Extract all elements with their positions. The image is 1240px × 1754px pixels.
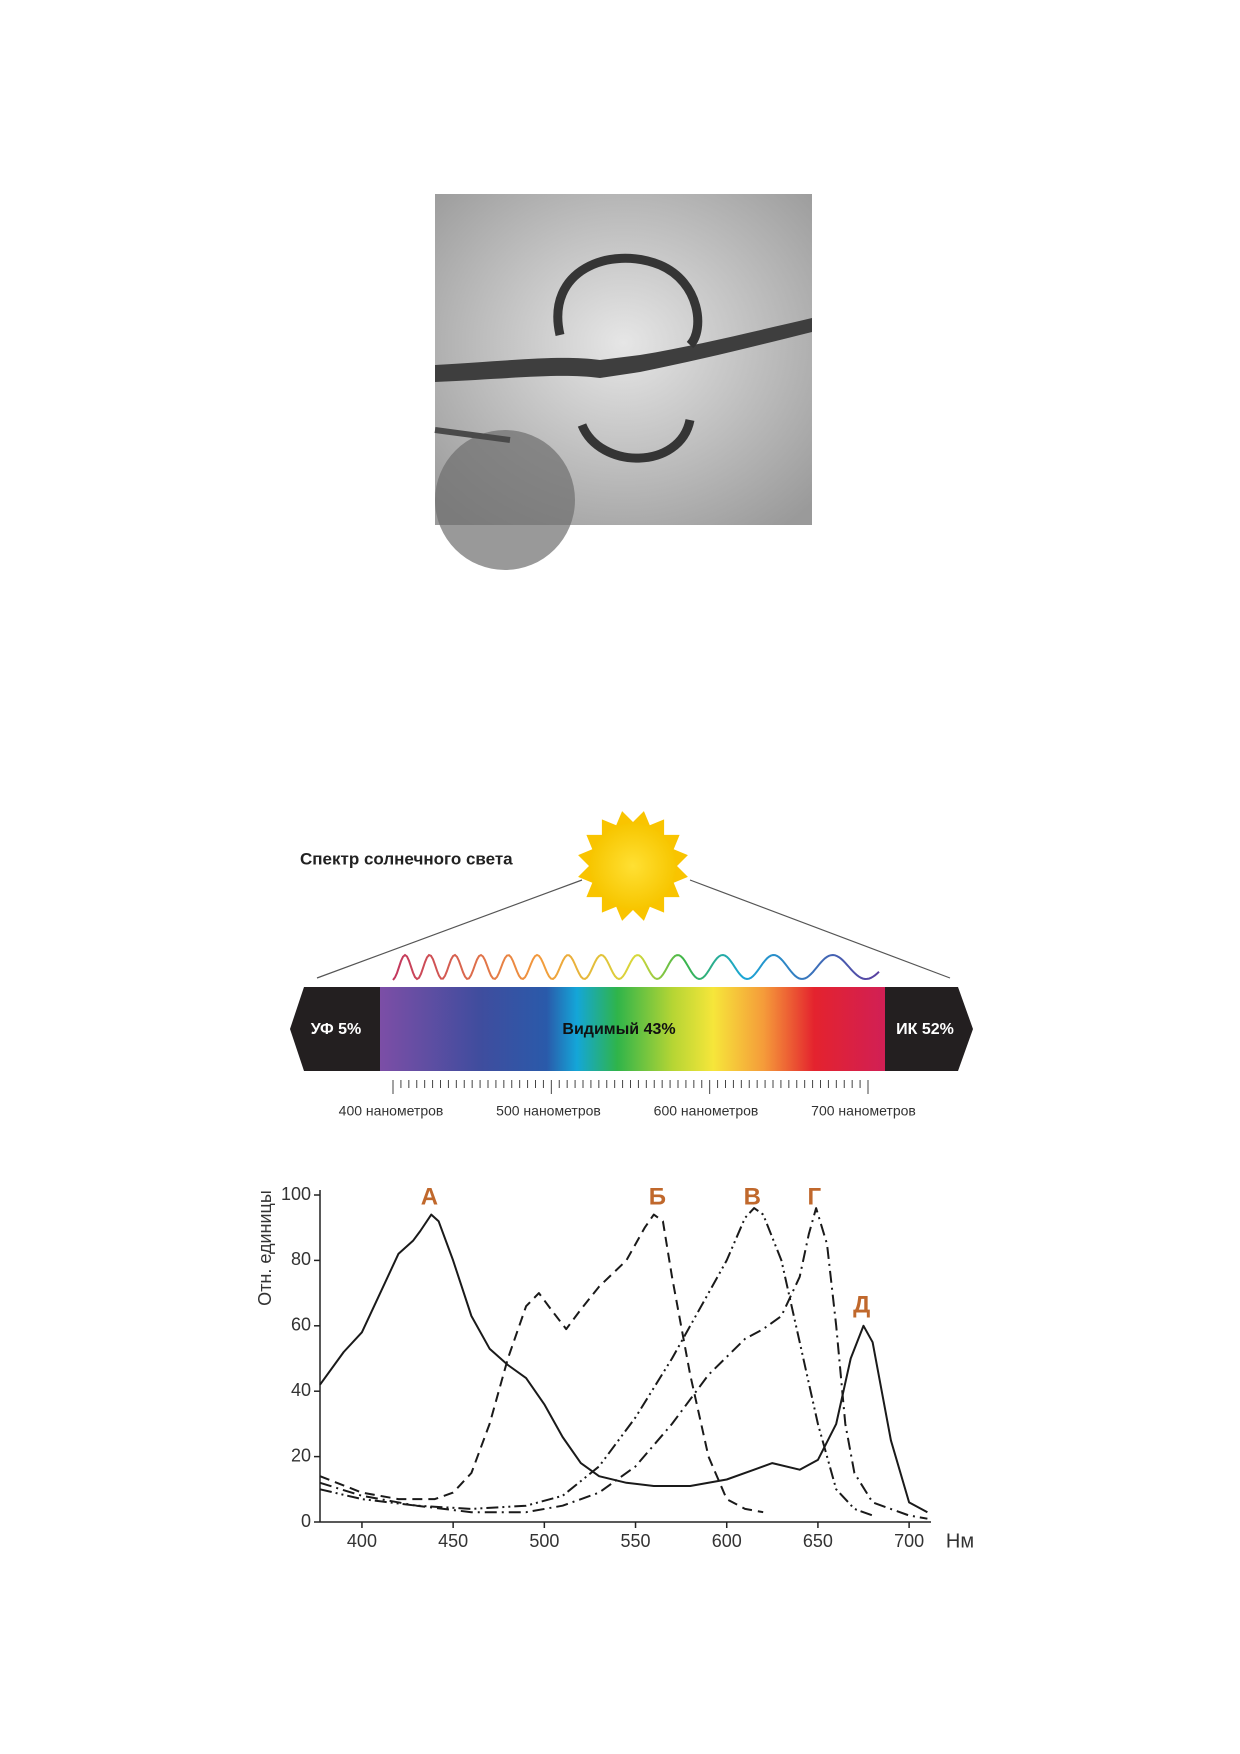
uv-label: УФ 5% bbox=[311, 1021, 362, 1038]
chart: Отн. единицы Нм 0 20 40 60 80 100 400 450 500 550… bbox=[255, 1184, 974, 1553]
series-line bbox=[319, 1207, 873, 1517]
peak-label: Г bbox=[807, 1184, 821, 1211]
x-tick-label: 500 bbox=[529, 1531, 559, 1551]
x-tick-label: 400 bbox=[347, 1531, 377, 1551]
x-tick-label: 600 bbox=[712, 1531, 742, 1551]
series-line bbox=[319, 1213, 928, 1514]
visible-label: Видимый 43% bbox=[562, 1021, 675, 1038]
scale-label: 700 нанометров bbox=[811, 1103, 916, 1119]
x-tick-label: 550 bbox=[621, 1531, 651, 1551]
x-tick-label: 450 bbox=[438, 1531, 468, 1551]
ir-label: ИК 52% bbox=[896, 1021, 954, 1038]
y-tick-label: 40 bbox=[291, 1380, 311, 1400]
micrograph bbox=[434, 194, 812, 570]
x-axis-label: Нм bbox=[946, 1530, 974, 1552]
y-tick-label: 20 bbox=[291, 1445, 311, 1465]
sun bbox=[578, 811, 688, 921]
scale-label: 600 нанометров bbox=[654, 1103, 759, 1119]
peak-label: А bbox=[421, 1184, 438, 1211]
peak-label: В bbox=[744, 1184, 761, 1211]
sun-disc bbox=[590, 823, 676, 909]
y-axis-label: Отн. единицы bbox=[255, 1190, 275, 1306]
peak-label: Б bbox=[649, 1184, 666, 1211]
spectrum-title: Спектр солнечного света bbox=[300, 849, 513, 868]
y-tick-label: 80 bbox=[291, 1249, 311, 1269]
y-tick-label: 0 bbox=[301, 1511, 311, 1531]
y-tick-label: 60 bbox=[291, 1315, 311, 1335]
x-tick-label: 700 bbox=[894, 1531, 924, 1551]
scale-ruler: 400 нанометров 500 нанометров 600 нанометр… bbox=[339, 1080, 916, 1119]
x-tick-label: 650 bbox=[803, 1531, 833, 1551]
scale-label: 500 нанометров bbox=[496, 1103, 601, 1119]
scale-label: 400 нанометров bbox=[339, 1103, 444, 1119]
series-line bbox=[319, 1213, 764, 1514]
y-tick-label: 100 bbox=[281, 1184, 311, 1204]
peak-label: Д bbox=[853, 1292, 870, 1319]
wave bbox=[392, 953, 880, 981]
series-line bbox=[319, 1207, 928, 1520]
spectrum-diagram: Спектр солнечного света УФ 5% Видимый 43… bbox=[290, 811, 973, 1119]
